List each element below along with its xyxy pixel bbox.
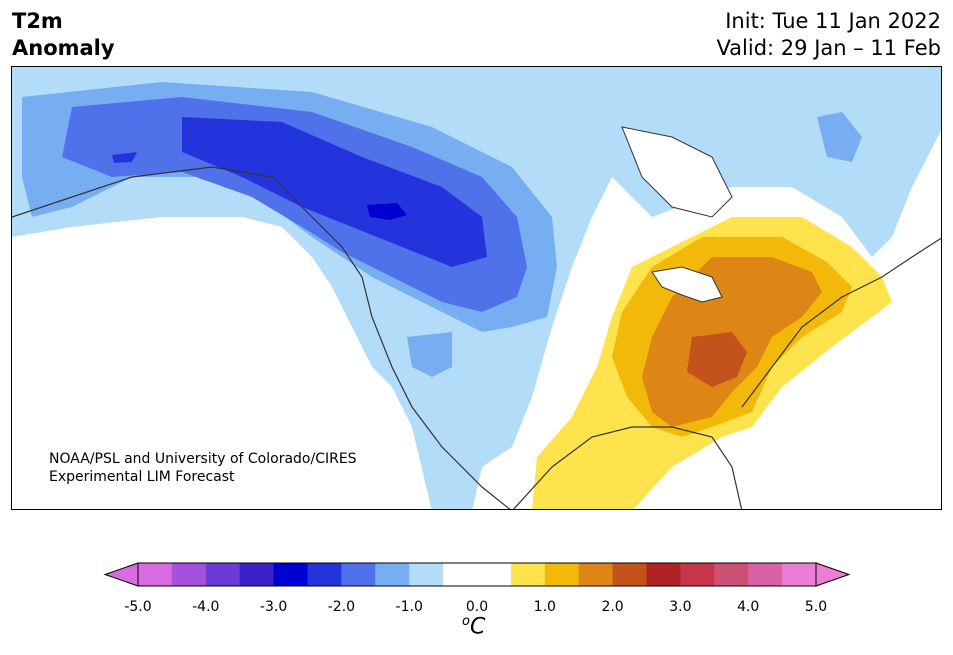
colorbar-cell — [341, 563, 376, 586]
unit-degree: o — [462, 614, 470, 629]
anomaly-region-deep-blue — [367, 203, 407, 220]
colorbar-tick-label: 4.0 — [737, 599, 759, 615]
colorbar-tick-label: 1.0 — [534, 599, 556, 615]
colorbar-cell — [544, 563, 580, 586]
colorbar-tick-label: 3.0 — [669, 599, 691, 615]
colorbar-cell — [646, 563, 681, 586]
colorbar-tick-label: 2.0 — [601, 599, 623, 615]
colorbar-tick-label: -4.0 — [192, 599, 219, 615]
colorbar-cell — [171, 563, 207, 586]
colorbar-tick-label: 5.0 — [805, 599, 827, 615]
init-date: Init: Tue 11 Jan 2022 — [725, 9, 941, 33]
colorbar-cell — [477, 563, 512, 586]
colorbar-cell — [138, 563, 173, 586]
colorbar-cell — [205, 563, 241, 586]
colorbar-cell — [409, 563, 444, 586]
gulf-coastline — [513, 426, 743, 509]
unit-base: C — [469, 614, 486, 640]
anomaly-region-light-blue-west — [407, 332, 452, 377]
anomaly-region-blue — [182, 117, 487, 267]
hudson-bay — [621, 126, 733, 218]
colorbar-cell — [273, 563, 308, 586]
title-line-2: Anomaly — [12, 36, 115, 60]
colorbar-cell — [239, 563, 275, 586]
map-title: T2m Anomaly — [12, 8, 115, 62]
colorbar-tick-label: -5.0 — [124, 599, 151, 615]
colorbar-cell — [680, 563, 715, 586]
unit-label: oC — [462, 614, 485, 639]
colorbar-tick-label: -1.0 — [396, 599, 423, 615]
colorbar-cell — [612, 563, 647, 586]
colorbar-border — [137, 562, 817, 587]
anomaly-region-mid-blue — [62, 97, 527, 312]
forecast-dates: Init: Tue 11 Jan 2022 Valid: 29 Jan – 11… — [716, 8, 941, 62]
colorbar-cells — [103, 562, 851, 587]
credit-line-1: NOAA/PSL and University of Colorado/CIRE… — [49, 451, 357, 467]
colorbar-cell — [578, 563, 614, 586]
colorbar-cell — [714, 563, 749, 586]
credit-text: NOAA/PSL and University of Colorado/CIRE… — [49, 450, 357, 486]
valid-date: Valid: 29 Jan – 11 Feb — [716, 36, 941, 60]
anomaly-region-blue-small — [112, 152, 137, 163]
colorbar-extend-high — [815, 562, 851, 587]
anomaly-map: NOAA/PSL and University of Colorado/CIRE… — [11, 66, 942, 510]
west-coastline — [12, 166, 511, 509]
colorbar-cell — [307, 563, 342, 586]
colorbar-cell — [443, 563, 478, 586]
colorbar-tick-label: -3.0 — [260, 599, 287, 615]
east-coastline — [741, 237, 941, 408]
anomaly-region-light-blue-east — [817, 112, 862, 162]
title-line-1: T2m — [12, 9, 63, 33]
great-lakes — [651, 266, 723, 303]
credit-line-2: Experimental LIM Forecast — [49, 469, 235, 485]
colorbar-extend-low — [103, 562, 139, 587]
colorbar-cell — [510, 563, 546, 586]
map-canvas — [12, 67, 941, 509]
colorbar-tick-label: -2.0 — [328, 599, 355, 615]
colorbar-cell — [748, 563, 783, 586]
anomaly-region-dark-orange — [687, 332, 747, 387]
colorbar-cell — [375, 563, 410, 586]
colorbar-tick-label: 0.0 — [466, 599, 488, 615]
colorbar-ticks: -5.0 -4.0 -3.0 -2.0 -1.0 0.0 1.0 2.0 3.0 4.0 5.0 — [124, 599, 827, 615]
colorbar-cell — [782, 563, 817, 586]
